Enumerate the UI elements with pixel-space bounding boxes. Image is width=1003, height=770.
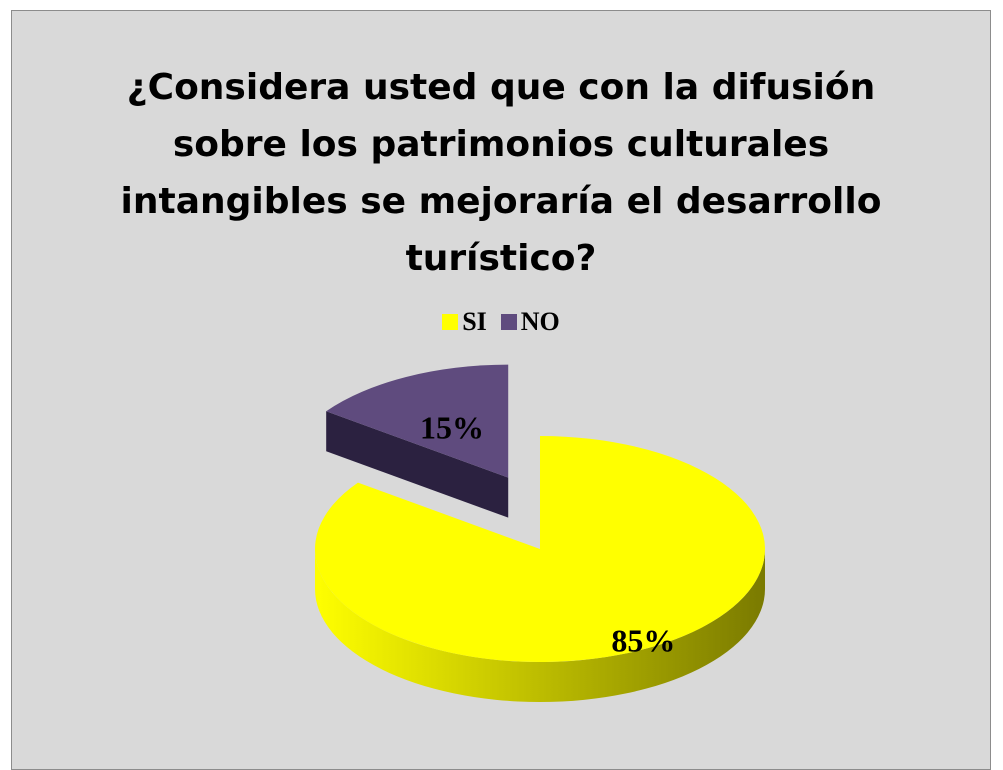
- pie-chart: 85% 15%: [314, 364, 765, 702]
- data-label-no: 15%: [420, 409, 484, 445]
- pie-slice-no: [326, 364, 509, 518]
- legend: SI NO: [12, 307, 990, 337]
- legend-item-no: NO: [500, 307, 560, 337]
- pie-slice-top: [326, 364, 509, 478]
- pie-slice-wall: [326, 411, 509, 518]
- data-label-si: 85%: [611, 622, 675, 658]
- pie-slice-si: [314, 436, 765, 702]
- chart-area: ¿Considera usted que con la difusión sob…: [11, 10, 991, 770]
- chart-title: ¿Considera usted que con la difusión sob…: [120, 67, 882, 279]
- pie-slice-side: [315, 549, 765, 702]
- legend-swatch-no: [500, 314, 517, 330]
- legend-item-si: SI: [442, 307, 487, 337]
- legend-label-no: NO: [520, 307, 560, 336]
- legend-swatch-si: [442, 314, 459, 330]
- legend-label-si: SI: [462, 307, 487, 336]
- pie-slice-top: [314, 436, 765, 662]
